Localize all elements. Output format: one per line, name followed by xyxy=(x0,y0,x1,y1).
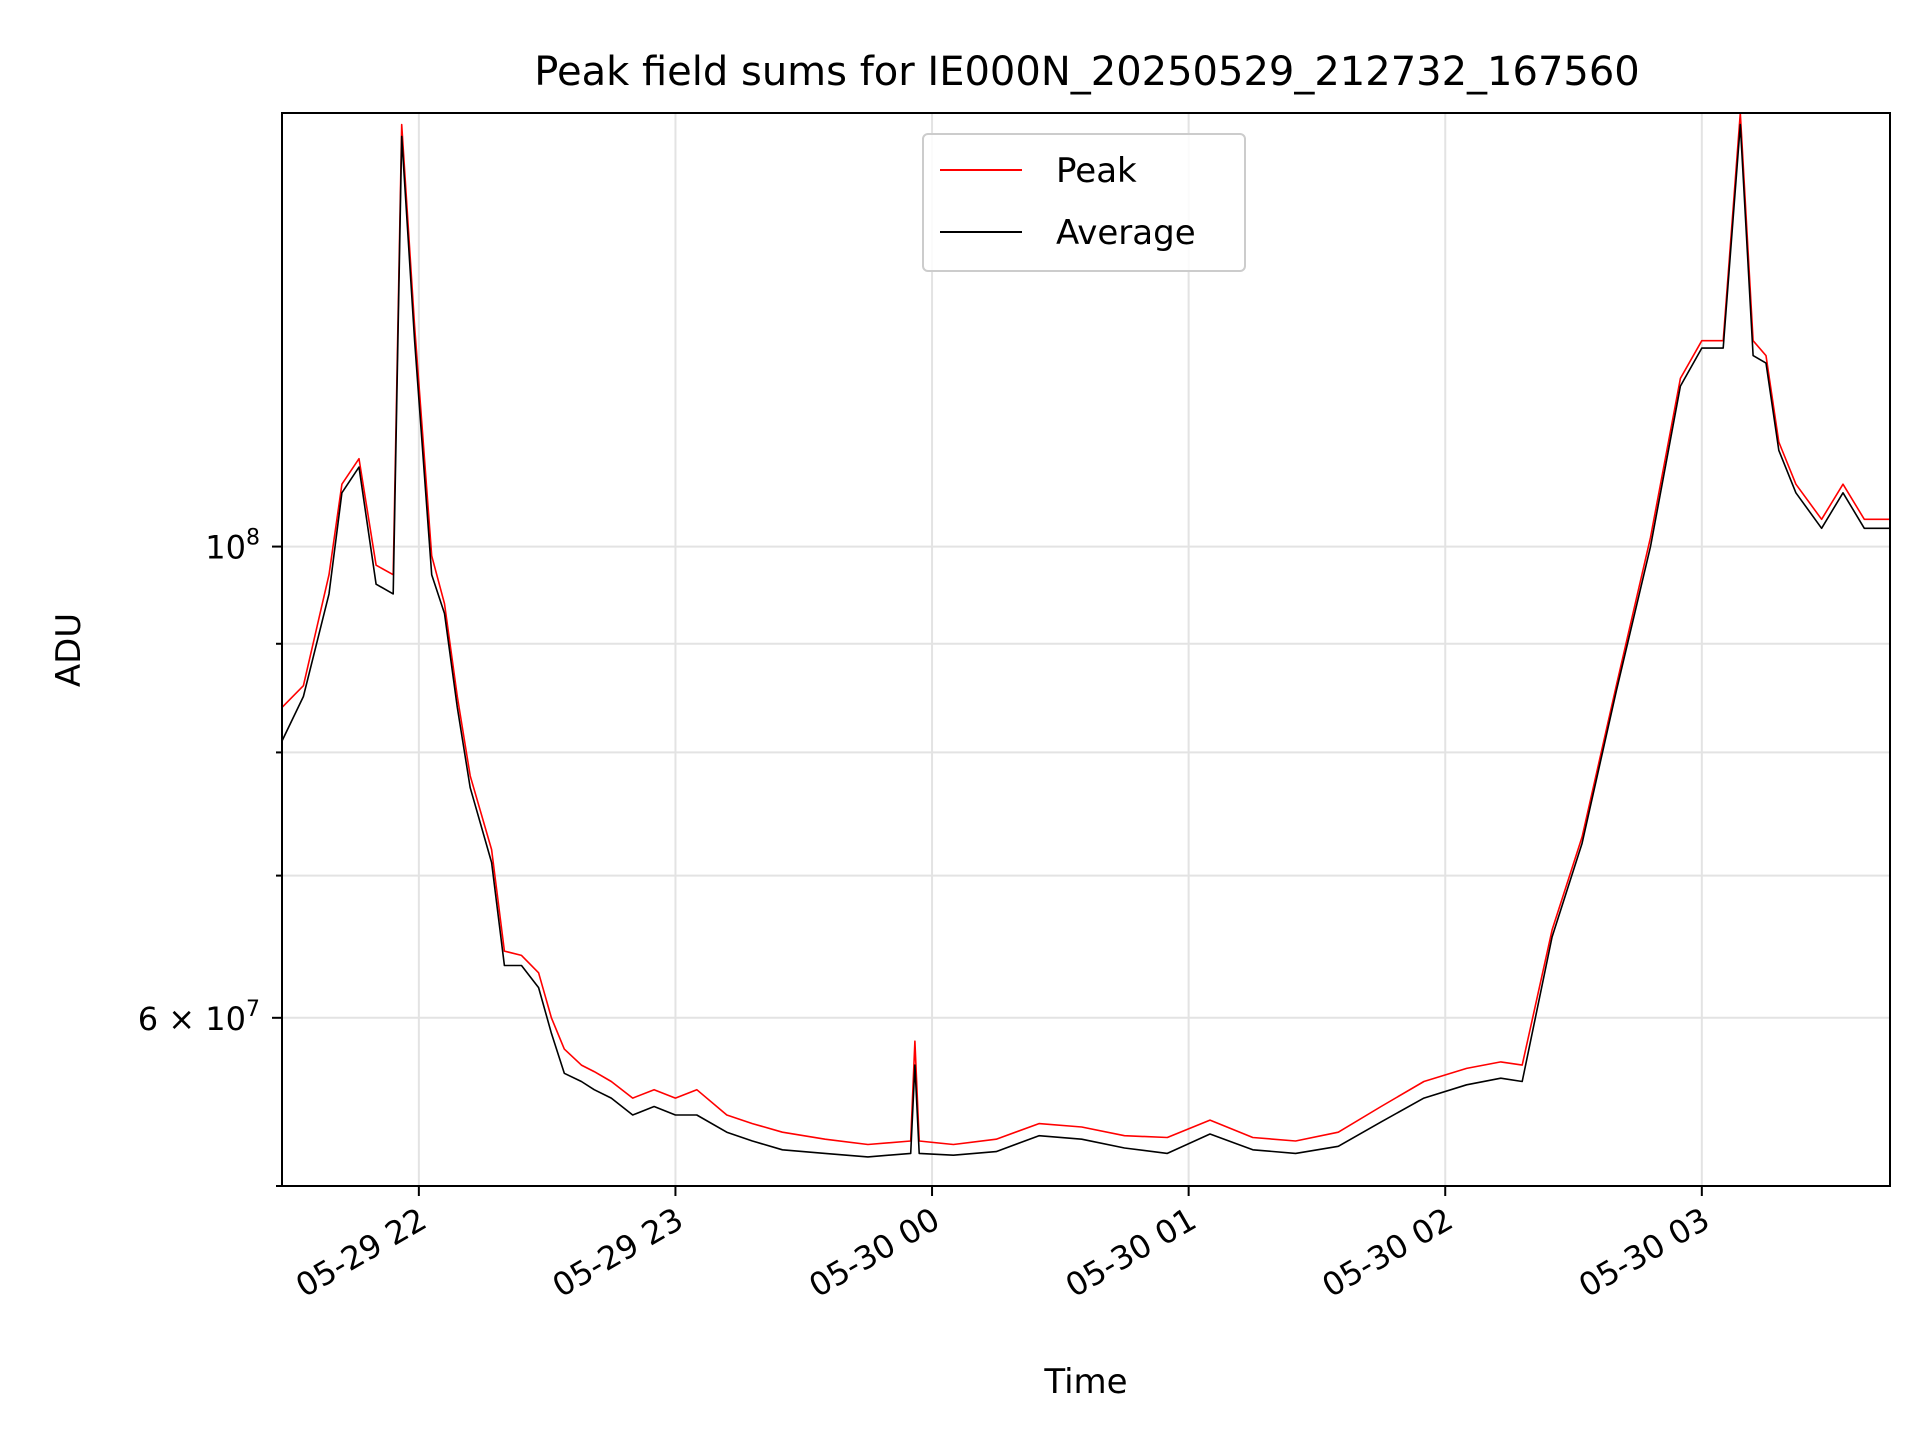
legend-label-peak: Peak xyxy=(1056,151,1137,191)
legend-box xyxy=(922,133,1246,272)
x-tick-label: 05-30 02 xyxy=(1316,1200,1460,1305)
y-axis-label: ADU xyxy=(49,613,89,687)
x-tick-label: 05-29 23 xyxy=(546,1200,690,1305)
series-line-average xyxy=(281,123,1890,1158)
x-axis-ticks: 05-29 22 05-29 23 05-30 00 05-30 01 05-30 02… xyxy=(289,1186,1716,1305)
x-tick-label: 05-29 22 xyxy=(289,1200,433,1305)
chart-title: Peak field sums for IE000N_20250529_2127… xyxy=(534,49,1639,95)
plot-frame xyxy=(281,112,1891,1187)
y-axis-ticks: 108 6 × 107 xyxy=(138,526,282,1187)
x-axis-label: Time xyxy=(1043,1362,1127,1402)
grid xyxy=(282,113,1890,1187)
y-tick-label: 108 xyxy=(205,526,260,567)
legend: Peak Average xyxy=(922,133,1246,272)
legend-label-average: Average xyxy=(1056,213,1196,253)
series-line-peak xyxy=(281,112,1890,1146)
x-tick-label: 05-30 01 xyxy=(1059,1200,1203,1305)
y-tick-label: 6 × 107 xyxy=(138,997,260,1038)
x-tick-label: 05-30 03 xyxy=(1572,1200,1716,1305)
series-layer xyxy=(281,112,1890,1158)
x-tick-label: 05-30 00 xyxy=(802,1200,946,1305)
